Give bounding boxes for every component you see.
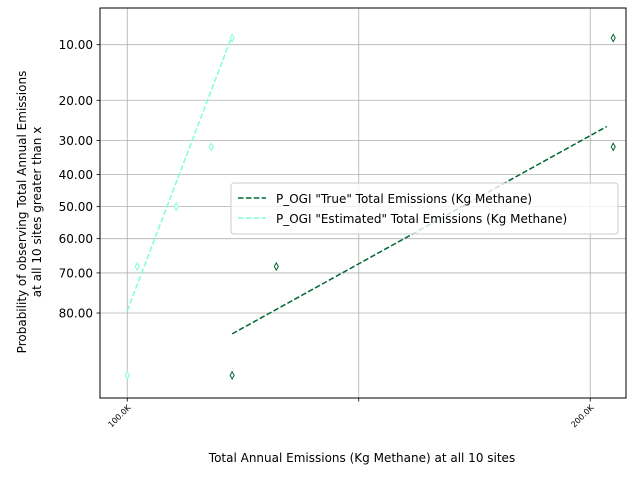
y-tick-label: 30.00: [59, 134, 93, 148]
y-tick-label: 80.00: [59, 307, 93, 321]
legend-label-true: P_OGI "True" Total Emissions (Kg Methane…: [276, 192, 532, 206]
y-axis-ticks: 10.00 20.00 30.00 40.00 50.00 60.00 70.00 80.00: [59, 38, 100, 321]
data-point-series-1: [134, 261, 140, 272]
data-point-series-0: [610, 33, 616, 43]
data-point-series-0: [273, 261, 279, 272]
legend: P_OGI "True" Total Emissions (Kg Methane…: [230, 182, 619, 235]
y-tick-label: 50.00: [59, 200, 93, 214]
data-point-series-0: [610, 142, 616, 152]
data-point-series-0: [229, 370, 235, 380]
fit-line-series-1: [126, 35, 233, 312]
y-axis-label-line-1: Probability of observing Total Annual Em…: [15, 71, 29, 354]
y-axis-label-line-2: at all 10 sites greater than x: [30, 127, 44, 298]
data-point-series-1: [229, 33, 235, 43]
legend-label-estimated: P_OGI "Estimated" Total Emissions (Kg Me…: [276, 212, 567, 226]
y-tick-label: 10.00: [59, 38, 93, 52]
y-tick-label: 60.00: [59, 232, 93, 246]
data-point-series-1: [208, 142, 214, 152]
data-point-series-1: [124, 370, 130, 380]
plot-area-frame: [99, 7, 627, 399]
data-point-series-1: [173, 202, 179, 212]
x-axis-label: Total Annual Emissions (Kg Methane) at a…: [208, 451, 515, 465]
data-markers: [124, 33, 616, 380]
y-tick-label: 40.00: [59, 168, 93, 182]
legend-box: [230, 182, 619, 235]
y-tick-label: 70.00: [59, 266, 93, 280]
y-tick-label: 20.00: [59, 94, 93, 108]
